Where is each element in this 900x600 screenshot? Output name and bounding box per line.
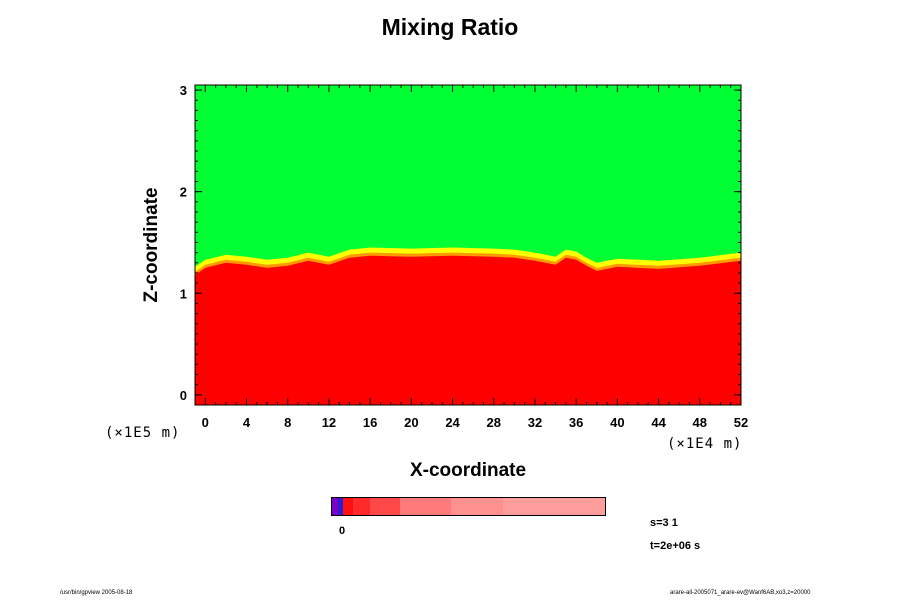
footer-left: /usr/bin/gpview 2005-08-18	[60, 590, 133, 596]
x-tick-label: 8	[284, 415, 291, 430]
chart-title: Mixing Ratio	[381, 14, 519, 40]
y-tick-label: 0	[180, 388, 187, 403]
x-tick-label: 52	[734, 415, 748, 430]
y-tick-label: 1	[180, 286, 187, 301]
plot-frame	[194, 84, 742, 406]
x-axis-label: X-coordinate	[409, 460, 527, 481]
colorbar-segment	[400, 498, 452, 515]
x-tick-label: 48	[693, 415, 707, 430]
y-scale-label: (×1E5 m)	[105, 425, 181, 441]
step-annotation: s=3 1	[650, 517, 678, 529]
x-scale-label: (×1E4 m)	[667, 436, 743, 452]
x-tick-label: 32	[528, 415, 542, 430]
x-tick-label: 44	[651, 415, 666, 430]
y-tick-label: 2	[180, 185, 187, 200]
colorbar-segment	[370, 498, 401, 515]
y-tick-label: 3	[180, 83, 187, 98]
x-tick-label: 28	[487, 415, 501, 430]
colorbar-segment	[342, 498, 354, 515]
time-annotation: t=2e+06 s	[650, 540, 701, 552]
lower-region	[195, 255, 741, 405]
x-tick-label: 16	[363, 415, 377, 430]
x-tick-label: 24	[445, 415, 460, 430]
x-tick-label: 12	[322, 415, 336, 430]
colorbar-segment	[332, 498, 339, 515]
colorbar-segment	[502, 498, 605, 515]
colorbar-segment	[451, 498, 503, 515]
x-tick-label: 36	[569, 415, 583, 430]
colorbar	[331, 497, 606, 516]
colorbar-label: 0	[339, 525, 346, 537]
x-tick-label: 0	[202, 415, 209, 430]
footer-right: arare-all-2005071_arare-ev@Wanf6AB,xo3,z…	[670, 590, 811, 596]
colorbar-segment	[353, 498, 371, 515]
x-tick-label: 20	[404, 415, 418, 430]
x-tick-label: 40	[610, 415, 624, 430]
colorbar-segment	[338, 498, 343, 515]
x-tick-label: 4	[243, 415, 251, 430]
y-axis-label: Z-coordinate	[141, 187, 162, 303]
